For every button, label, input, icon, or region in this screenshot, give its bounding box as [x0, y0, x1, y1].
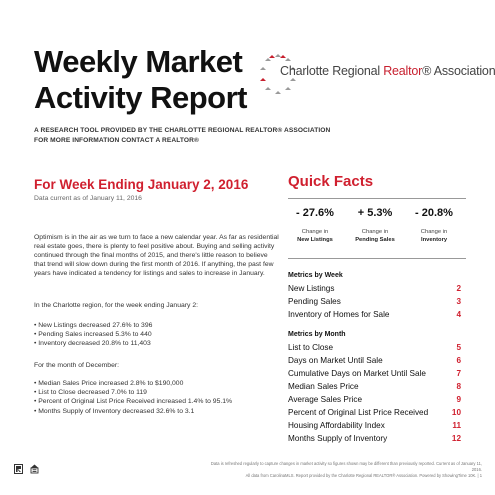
- page-number: 10: [451, 408, 461, 417]
- association-logo: Charlotte Regional Realtor® Association: [258, 52, 495, 96]
- page-number: 3: [456, 297, 461, 306]
- stat-value: + 5.3%: [357, 207, 393, 219]
- month-intro: For the month of December:: [34, 362, 119, 369]
- quick-facts-title: Quick Facts: [288, 173, 374, 190]
- list-item: • Median Sales Price increased 2.8% to $…: [34, 380, 184, 387]
- page-number: 6: [456, 356, 461, 365]
- metric-row-days-on-market: Days on Market Until Sale 6: [288, 356, 461, 365]
- stat-value: - 20.8%: [415, 207, 453, 219]
- subhead-line-1: A RESEARCH TOOL PROVIDED BY THE CHARLOTT…: [34, 127, 331, 134]
- report-title: Weekly Market Activity Report: [34, 44, 247, 116]
- title-line-2: Activity Report: [34, 80, 247, 115]
- list-item: • List to Close decreased 7.0% to 119: [34, 389, 147, 397]
- metric-row-median-price: Median Sales Price 8: [288, 382, 461, 391]
- page-number: 2: [456, 284, 461, 293]
- divider: [288, 258, 466, 259]
- stat-new-listings: - 27.6% Change in New Listings: [285, 207, 345, 244]
- region-intro: In the Charlotte region, for the week en…: [34, 302, 198, 309]
- realtor-r-icon: [14, 464, 23, 474]
- stat-caption: Change in Pending Sales: [355, 229, 395, 243]
- title-line-1: Weekly Market: [34, 44, 243, 79]
- report-subhead: A RESEARCH TOOL PROVIDED BY THE CHARLOTT…: [34, 126, 330, 146]
- metric-row-list-to-close: List to Close 5: [288, 343, 461, 352]
- page-number: 7: [456, 369, 461, 378]
- list-item: • Inventory decreased 20.8% to 11,403: [34, 340, 151, 348]
- metric-row-average-price: Average Sales Price 9: [288, 395, 461, 404]
- logo-wordmark: Charlotte Regional Realtor® Association: [280, 64, 495, 78]
- metrics-by-month-title: Metrics by Month: [288, 331, 346, 338]
- page-number: 8: [456, 382, 461, 391]
- metric-row-new-listings: New Listings 2: [288, 284, 461, 293]
- page-number: 12: [451, 434, 461, 443]
- stat-inventory: - 20.8% Change in Inventory: [404, 207, 464, 244]
- list-item: • Months Supply of Inventory decreased 3…: [34, 407, 195, 415]
- metric-row-cumulative-days: Cumulative Days on Market Until Sale 7: [288, 369, 461, 378]
- houses-emblem-icon: [260, 54, 296, 94]
- week-bullet-list: • New Listings decreased 27.6% to 396 • …: [34, 321, 279, 349]
- stat-caption: Change in New Listings: [297, 229, 333, 243]
- stat-value: - 27.6%: [296, 207, 334, 219]
- footer-disclaimer: Data is refreshed regularly to capture c…: [210, 461, 482, 478]
- page-number: 9: [456, 395, 461, 404]
- page-number: 5: [456, 343, 461, 352]
- divider: [288, 198, 466, 199]
- equal-housing-icon: [30, 464, 39, 474]
- metric-row-affordability: Housing Affordability Index 11: [288, 421, 461, 430]
- footer-icons: [14, 461, 42, 479]
- list-item: • Percent of Original List Price Receive…: [34, 398, 233, 406]
- week-ending-title: For Week Ending January 2, 2016: [34, 177, 249, 192]
- data-current-note: Data current as of January 11, 2016: [34, 195, 142, 202]
- list-item: • Pending Sales increased 5.3% to 440: [34, 331, 152, 339]
- subhead-line-2: FOR MORE INFORMATION CONTACT A REALTOR®: [34, 137, 199, 144]
- stat-caption: Change in Inventory: [420, 229, 448, 243]
- metrics-by-week-title: Metrics by Week: [288, 272, 343, 279]
- intro-paragraph: Optimism is in the air as we turn to fac…: [34, 234, 279, 278]
- month-bullet-list: • Median Sales Price increased 2.8% to $…: [34, 379, 279, 416]
- metric-row-pct-list-price: Percent of Original List Price Received …: [288, 408, 461, 417]
- metric-row-pending-sales: Pending Sales 3: [288, 297, 461, 306]
- list-item: • New Listings decreased 27.6% to 396: [34, 322, 153, 329]
- metric-row-months-supply: Months Supply of Inventory 12: [288, 434, 461, 443]
- page-number: 4: [456, 310, 461, 319]
- page-number: 11: [452, 421, 461, 430]
- metric-row-inventory: Inventory of Homes for Sale 4: [288, 310, 461, 319]
- stat-pending-sales: + 5.3% Change in Pending Sales: [345, 207, 405, 244]
